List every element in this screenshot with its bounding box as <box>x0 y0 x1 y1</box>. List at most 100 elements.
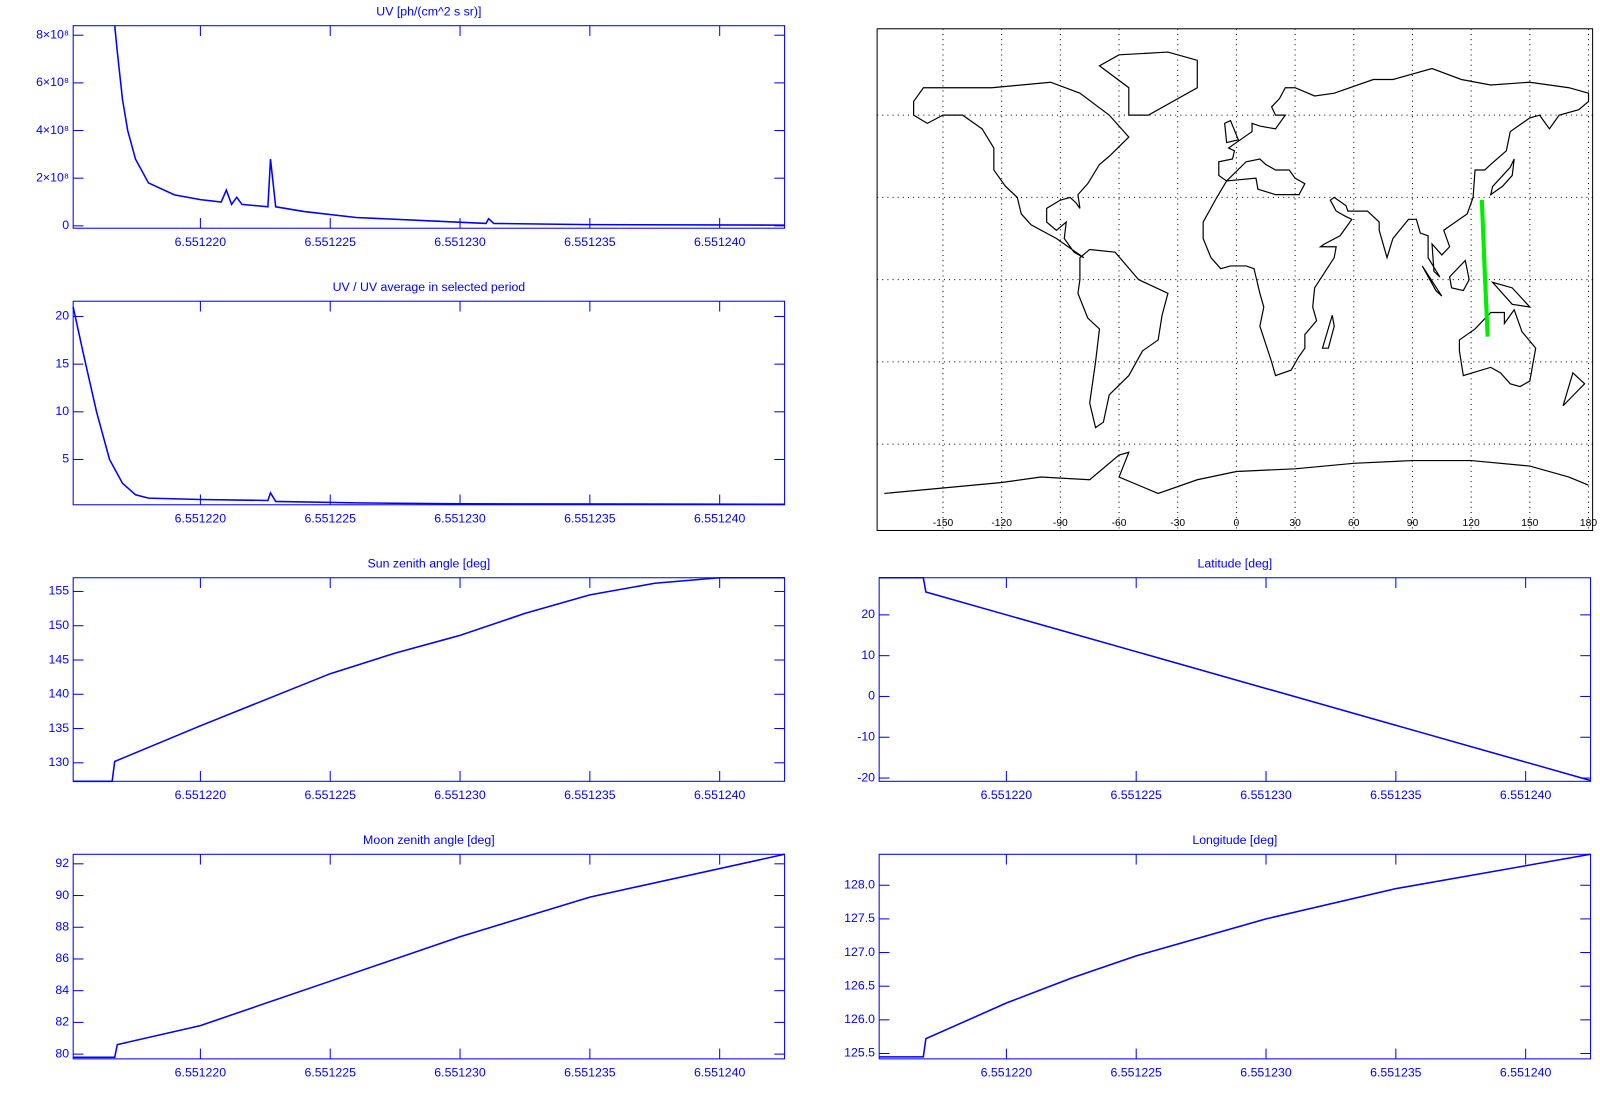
y-tick-label: 155 <box>48 584 69 598</box>
x-tick-label: 180 <box>1580 518 1597 529</box>
y-tick-label: -20 <box>857 770 875 784</box>
chart-title: Longitude [deg] <box>1192 833 1277 847</box>
y-tick-label: 145 <box>48 652 69 666</box>
y-tick-label: 2×10⁸ <box>36 170 69 184</box>
y-tick-label: 127.5 <box>844 911 875 925</box>
y-tick-label: 20 <box>55 309 69 323</box>
y-tick-label: 8×10⁸ <box>36 27 69 41</box>
plot-frame <box>72 25 786 229</box>
x-tick-label: 6.551230 <box>434 235 486 249</box>
data-line <box>72 306 785 506</box>
x-tick-label: 6.551230 <box>434 788 486 802</box>
y-tick-label: 15 <box>55 356 69 370</box>
plot-frame <box>878 577 1592 782</box>
x-tick-label: 6.551225 <box>305 235 357 249</box>
y-tick-label: 10 <box>861 648 875 662</box>
x-tick-label: 6.551220 <box>175 788 227 802</box>
x-tick-label: 60 <box>1348 518 1360 529</box>
y-tick-label: 10 <box>55 404 69 418</box>
x-tick-label: 120 <box>1463 518 1480 529</box>
x-tick-label: 6.551230 <box>434 1066 486 1080</box>
north-america <box>914 82 1129 257</box>
y-tick-label: 82 <box>55 1015 69 1029</box>
y-tick-label: 88 <box>55 919 69 933</box>
x-tick-label: 6.551220 <box>175 235 227 249</box>
x-tick-label: 6.551240 <box>1500 1066 1552 1080</box>
data-line <box>73 853 785 1059</box>
y-tick-label: 135 <box>48 721 69 735</box>
x-tick-label: -150 <box>933 518 954 529</box>
y-tick-label: -10 <box>857 730 875 744</box>
x-tick-label: 6.551220 <box>175 1066 227 1080</box>
y-tick-label: 6×10⁸ <box>36 75 69 89</box>
x-tick-label: 6.551240 <box>694 511 746 525</box>
y-tick-label: 90 <box>55 888 69 902</box>
x-tick-label: 6.551240 <box>694 1066 746 1080</box>
y-tick-label: 86 <box>55 951 69 965</box>
x-tick-label: 6.551235 <box>1370 788 1422 802</box>
y-tick-label: 128.0 <box>844 878 875 892</box>
y-tick-label: 126.0 <box>844 1012 875 1026</box>
chart-title: Latitude [deg] <box>1198 557 1273 571</box>
x-tick-label: 6.551225 <box>305 1066 357 1080</box>
data-line <box>73 576 785 783</box>
x-tick-label: -30 <box>1170 518 1185 529</box>
x-tick-label: 6.551235 <box>564 511 616 525</box>
chart-title: Sun zenith angle [deg] <box>368 557 491 571</box>
x-tick-label: 6.551230 <box>1240 788 1292 802</box>
x-tick-label: 6.551235 <box>564 235 616 249</box>
y-tick-label: 130 <box>48 755 69 769</box>
data-line <box>879 576 1591 782</box>
x-tick-label: 150 <box>1521 518 1538 529</box>
plot-frame <box>72 300 786 506</box>
x-tick-label: -60 <box>1112 518 1127 529</box>
y-tick-label: 84 <box>55 983 69 997</box>
y-tick-label: 92 <box>55 856 69 870</box>
x-tick-label: 30 <box>1289 518 1301 529</box>
x-tick-label: 6.551240 <box>694 235 746 249</box>
y-tick-label: 140 <box>48 687 69 701</box>
x-tick-label: 6.551240 <box>1500 788 1552 802</box>
greenland <box>1099 52 1197 115</box>
x-tick-label: 0 <box>1234 518 1240 529</box>
y-tick-label: 126.5 <box>844 978 875 992</box>
antarctica <box>884 452 1588 493</box>
x-tick-label: 6.551220 <box>175 511 227 525</box>
data-line <box>113 25 785 226</box>
y-tick-label: 125.5 <box>844 1046 875 1060</box>
x-tick-label: 6.551225 <box>1110 1066 1162 1080</box>
x-tick-label: 6.551225 <box>305 788 357 802</box>
chart-title: Moon zenith angle [deg] <box>363 833 495 847</box>
map: -150 -120 -90 -60 -30 0 30 60 90 120 150 180 <box>876 28 1597 531</box>
chart-title: UV [ph/(cm^2 s sr)] <box>376 5 481 19</box>
x-tick-label: 6.551230 <box>1240 1066 1292 1080</box>
y-tick-label: 150 <box>48 618 69 632</box>
y-tick-label: 127.0 <box>844 945 875 959</box>
y-tick-label: 4×10⁸ <box>36 123 69 137</box>
australia <box>1459 310 1535 387</box>
x-tick-label: 6.551235 <box>1370 1066 1422 1080</box>
x-tick-label: 6.551225 <box>305 511 357 525</box>
x-tick-label: -120 <box>991 518 1012 529</box>
x-tick-label: 6.551220 <box>981 788 1033 802</box>
afro-eurasia <box>1203 69 1588 376</box>
y-tick-label: 20 <box>861 607 875 621</box>
y-tick-label: 0 <box>62 218 69 232</box>
x-tick-label: 6.551235 <box>564 1066 616 1080</box>
x-tick-label: -90 <box>1053 518 1068 529</box>
plot-frame <box>878 853 1592 1060</box>
plot-frame <box>72 577 786 782</box>
x-tick-label: 6.551230 <box>434 511 486 525</box>
y-tick-label: 0 <box>868 689 875 703</box>
data-line <box>879 853 1591 1058</box>
x-tick-label: 6.551220 <box>981 1066 1033 1080</box>
y-tick-label: 80 <box>55 1046 69 1060</box>
islands <box>1225 121 1585 406</box>
satellite-track <box>1479 199 1490 337</box>
south-america <box>1078 249 1168 427</box>
x-tick-label: 6.551225 <box>1110 788 1162 802</box>
x-tick-label: 6.551240 <box>694 788 746 802</box>
x-tick-label: 90 <box>1407 518 1419 529</box>
